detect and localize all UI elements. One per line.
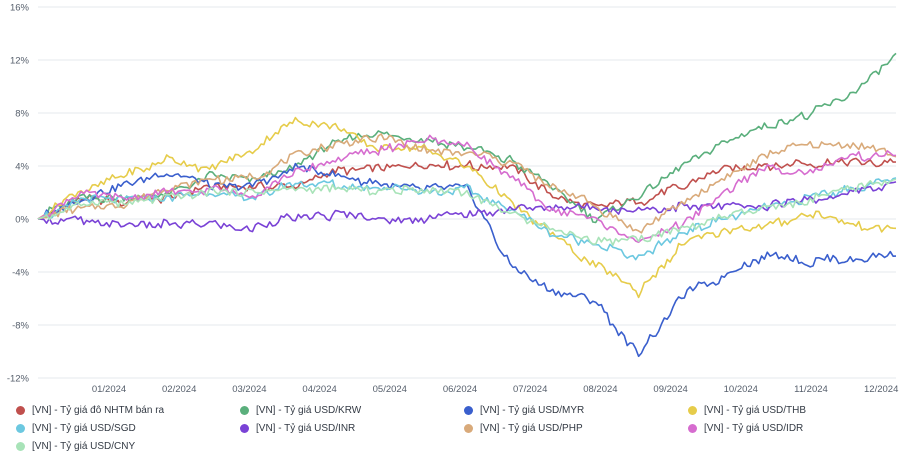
x-tick-label: 12/2024: [864, 384, 898, 395]
series-line: [37, 133, 897, 234]
x-tick-label: 09/2024: [653, 384, 687, 395]
legend-swatch: [16, 424, 25, 433]
x-tick-label: 03/2024: [232, 384, 266, 395]
y-axis: 16% 12% 8% 4% 0% -4% -8% -12%: [7, 3, 30, 385]
series-line: [37, 178, 897, 246]
x-tick-label: 06/2024: [443, 384, 477, 395]
y-tick-label: -4%: [12, 268, 29, 279]
legend-label: [VN] - Tỷ giá USD/THB: [704, 405, 807, 416]
legend-label: [VN] - Tỷ giá đô NHTM bán ra: [32, 405, 165, 416]
legend-item[interactable]: [VN] - Tỷ giá USD/INR: [240, 423, 355, 434]
legend-item[interactable]: [VN] - Tỷ giá USD/THB: [688, 405, 806, 416]
x-tick-label: 08/2024: [583, 384, 617, 395]
line-chart: 16% 12% 8% 4% 0% -4% -8% -12% 01/2024 02/2024 03/…: [7, 3, 899, 396]
legend-item[interactable]: [VN] - Tỷ giá USD/CNY: [16, 441, 135, 452]
legend-label: [VN] - Tỷ giá USD/CNY: [32, 441, 136, 452]
series-lines: [37, 52, 897, 358]
gridlines: [38, 6, 896, 379]
x-tick-label: 02/2024: [162, 384, 196, 395]
y-tick-label: -12%: [7, 374, 30, 385]
legend-label: [VN] - Tỷ giá USD/IDR: [704, 423, 804, 434]
legend-item[interactable]: [VN] - Tỷ giá USD/IDR: [688, 423, 803, 434]
y-tick-label: 0%: [15, 215, 29, 226]
y-tick-label: 8%: [15, 109, 29, 120]
y-tick-label: 4%: [15, 162, 29, 173]
legend-swatch: [240, 406, 249, 415]
legend-item[interactable]: [VN] - Tỷ giá USD/MYR: [464, 405, 584, 416]
legend-swatch: [16, 442, 25, 451]
legend-swatch: [240, 424, 249, 433]
legend-swatch: [688, 406, 697, 415]
series-line: [37, 181, 897, 233]
series-line: [37, 52, 897, 224]
series-line: [37, 116, 897, 299]
x-tick-label: 07/2024: [513, 384, 547, 395]
legend-swatch: [464, 406, 473, 415]
legend-swatch: [688, 424, 697, 433]
legend-label: [VN] - Tỷ giá USD/SGD: [32, 423, 136, 434]
legend-label: [VN] - Tỷ giá USD/PHP: [480, 423, 583, 434]
legend-label: [VN] - Tỷ giá USD/INR: [256, 423, 356, 434]
legend-item[interactable]: [VN] - Tỷ giá đô NHTM bán ra: [16, 405, 164, 416]
y-tick-label: 12%: [10, 56, 30, 67]
y-tick-label: 16%: [10, 3, 30, 14]
x-tick-label: 05/2024: [373, 384, 407, 395]
legend-label: [VN] - Tỷ giá USD/KRW: [256, 405, 362, 416]
x-tick-label: 10/2024: [724, 384, 758, 395]
legend-item[interactable]: [VN] - Tỷ giá USD/KRW: [240, 405, 361, 416]
legend-swatch: [464, 424, 473, 433]
series-line: [37, 177, 897, 261]
x-tick-label: 11/2024: [794, 384, 828, 395]
x-tick-label: 04/2024: [302, 384, 336, 395]
x-tick-label: 01/2024: [92, 384, 126, 395]
legend-item[interactable]: [VN] - Tỷ giá USD/SGD: [16, 423, 136, 434]
x-axis: 01/2024 02/2024 03/2024 04/2024 05/2024 06/20…: [92, 384, 899, 395]
legend-item[interactable]: [VN] - Tỷ giá USD/PHP: [464, 423, 583, 434]
legend-swatch: [16, 406, 25, 415]
legend-label: [VN] - Tỷ giá USD/MYR: [480, 405, 585, 416]
y-tick-label: -8%: [12, 321, 29, 332]
series-line: [37, 134, 897, 244]
